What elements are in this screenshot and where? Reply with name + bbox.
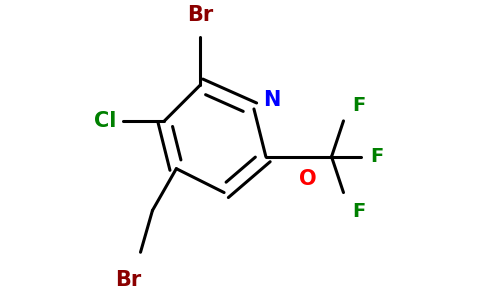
Text: N: N: [263, 90, 280, 110]
Text: Cl: Cl: [94, 111, 117, 131]
Text: F: F: [352, 202, 366, 220]
Text: F: F: [352, 96, 366, 115]
Text: O: O: [299, 169, 317, 189]
Text: Br: Br: [116, 270, 142, 290]
Text: F: F: [370, 147, 384, 166]
Text: Br: Br: [187, 5, 213, 26]
